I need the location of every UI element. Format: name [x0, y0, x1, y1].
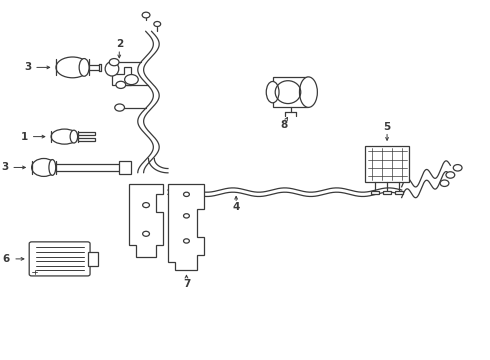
Circle shape	[143, 231, 149, 236]
Polygon shape	[272, 77, 308, 107]
Ellipse shape	[51, 129, 78, 144]
Text: 3: 3	[1, 162, 8, 172]
Text: 1: 1	[21, 132, 28, 141]
Circle shape	[116, 81, 126, 89]
Polygon shape	[112, 67, 131, 85]
Ellipse shape	[266, 81, 279, 103]
Circle shape	[154, 22, 161, 27]
Polygon shape	[119, 161, 131, 174]
Circle shape	[184, 192, 189, 197]
Circle shape	[115, 104, 124, 111]
Ellipse shape	[124, 75, 138, 85]
Ellipse shape	[105, 62, 119, 76]
Polygon shape	[395, 191, 403, 194]
Circle shape	[109, 59, 119, 66]
Circle shape	[184, 214, 189, 218]
Text: 2: 2	[116, 40, 123, 49]
FancyBboxPatch shape	[29, 242, 90, 276]
Ellipse shape	[299, 77, 318, 107]
Circle shape	[184, 239, 189, 243]
Circle shape	[440, 180, 449, 186]
Polygon shape	[168, 184, 204, 270]
Ellipse shape	[49, 159, 56, 175]
Text: 8: 8	[280, 120, 288, 130]
Circle shape	[143, 203, 149, 208]
Circle shape	[453, 165, 462, 171]
Polygon shape	[365, 146, 409, 182]
Polygon shape	[371, 191, 379, 194]
Text: 4: 4	[232, 202, 240, 212]
Circle shape	[446, 172, 455, 178]
Polygon shape	[78, 138, 95, 141]
FancyBboxPatch shape	[88, 252, 98, 266]
Text: 3: 3	[24, 62, 31, 72]
Polygon shape	[78, 132, 95, 135]
Circle shape	[142, 12, 150, 18]
Ellipse shape	[32, 158, 56, 176]
Text: 7: 7	[183, 279, 190, 289]
Ellipse shape	[56, 57, 89, 78]
Text: 5: 5	[384, 122, 391, 131]
Ellipse shape	[79, 59, 89, 76]
Text: 6: 6	[2, 254, 10, 264]
Ellipse shape	[70, 130, 77, 143]
Polygon shape	[129, 184, 163, 257]
Polygon shape	[383, 191, 391, 194]
